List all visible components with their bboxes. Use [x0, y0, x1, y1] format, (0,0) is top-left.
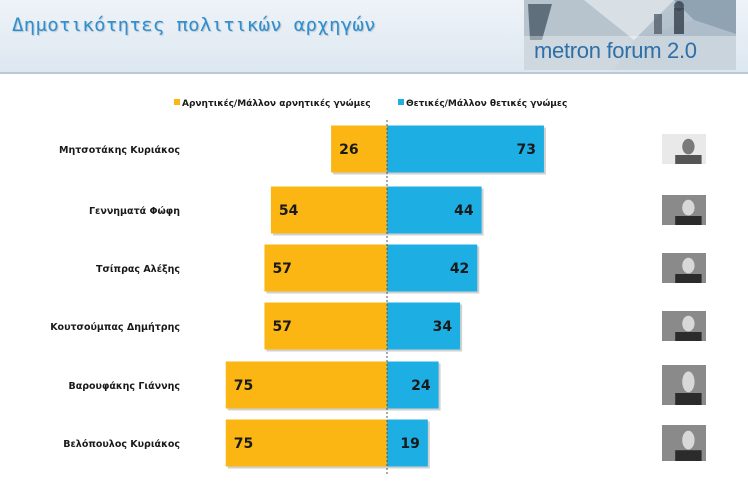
leader-photo-face: [682, 371, 695, 393]
bar-positive: [387, 186, 482, 234]
value-label-positive: 34: [433, 319, 453, 335]
value-label-positive: 73: [516, 142, 535, 158]
bar-negative: [225, 419, 387, 467]
bar-positive: [387, 361, 439, 409]
bar-negative: [270, 186, 387, 234]
category-label: Τσίπρας Αλέξης: [96, 264, 180, 275]
value-label-negative: 54: [279, 203, 299, 219]
category-label: Μητσοτάκης Κυριάκος: [59, 145, 180, 156]
legend-swatch-positive: [398, 99, 404, 105]
leader-photo-face: [682, 138, 695, 155]
value-label-positive: 42: [450, 261, 469, 277]
value-label-negative: 75: [234, 436, 253, 452]
bar-positive: [387, 302, 461, 350]
bar-negative: [264, 244, 387, 292]
category-labels: Μητσοτάκης Κυριάκος Γεννηματά Φώφη Τσίπρας…: [50, 145, 180, 450]
leader-photo-suit: [675, 332, 702, 341]
leader-photo-suit: [675, 155, 702, 164]
legend-label-positive: Θετικές/Μάλλον θετικές γνώμες: [406, 98, 567, 109]
logo-text: metron forum 2.0: [534, 38, 697, 63]
leader-photo-suit: [675, 274, 702, 283]
legend-label-negative: Αρνητικές/Μάλλον αρνητικές γνώμες: [182, 98, 371, 109]
value-label-positive: 24: [411, 378, 431, 394]
leader-photo-suit: [675, 450, 702, 461]
value-label-negative: 26: [339, 142, 358, 158]
leader-photos: [662, 134, 706, 461]
value-label-negative: 75: [234, 378, 253, 394]
leader-photo-suit: [675, 393, 702, 405]
value-label-positive: 19: [400, 436, 419, 452]
leader-photo-suit: [675, 216, 702, 225]
bar-negative: [225, 361, 387, 409]
value-label-positive: 44: [454, 203, 474, 219]
bar-negative: [331, 125, 387, 173]
legend-swatch-negative: [174, 99, 180, 105]
leader-photo-face: [682, 315, 695, 332]
bar-positive: [387, 125, 544, 173]
category-label: Γεννηματά Φώφη: [89, 206, 180, 217]
value-label-negative: 57: [272, 319, 291, 335]
bar-positive: [387, 419, 428, 467]
chart-legend: Αρνητικές/Μάλλον αρνητικές γνώμες Θετικές…: [174, 98, 567, 109]
leader-photo-face: [682, 199, 695, 216]
page-title: Δημοτικότητες πολιτικών αρχηγών: [12, 14, 376, 36]
leader-photo-face: [682, 257, 695, 274]
category-label: Κουτσούμπας Δημήτρης: [50, 322, 180, 333]
header-banner: Δημοτικότητες πολιτικών αρχηγών metron f…: [0, 0, 748, 74]
value-label-negative: 57: [272, 261, 291, 277]
category-label: Βελόπουλος Κυριάκος: [63, 439, 180, 450]
metron-forum-logo: metron forum 2.0: [524, 0, 736, 70]
bar-negative: [264, 302, 387, 350]
category-label: Βαρουφάκης Γιάννης: [68, 381, 180, 392]
bar-positive: [387, 244, 478, 292]
chart-bars: 26 73 54 44 57 42 57 34 75 24 75 19: [225, 125, 546, 469]
logo-graphic: [524, 0, 736, 70]
leader-photo-face: [682, 430, 695, 450]
